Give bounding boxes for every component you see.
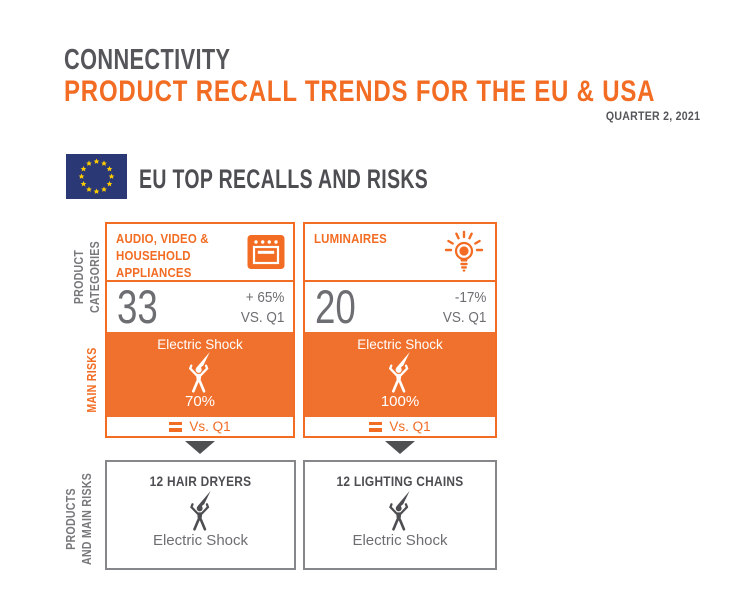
recall-change: -17% VS. Q1 — [442, 288, 486, 327]
main-risk-panel: Electric Shock 100% — [305, 332, 495, 417]
section-title: EU TOP RECALLS AND RISKS — [139, 164, 429, 194]
row-label-product-categories: PRODUCT CATEGORIES — [72, 240, 102, 314]
trend-label: Vs. Q1 — [189, 419, 231, 434]
product-name: 12 HAIR DRYERS — [149, 473, 252, 489]
equals-icon — [169, 421, 183, 432]
down-arrow-icon — [185, 441, 215, 454]
risk-trend: Vs. Q1 — [305, 417, 495, 436]
page-title: PRODUCT RECALL TRENDS FOR THE EU & USA — [64, 75, 656, 108]
main-risk-panel: Electric Shock 70% — [107, 332, 293, 417]
category-header: AUDIO, VIDEO & HOUSEHOLD APPLIANCES — [107, 224, 293, 282]
category-header: LUMINAIRES — [305, 224, 495, 282]
category-name: AUDIO, VIDEO & HOUSEHOLD APPLIANCES — [116, 231, 209, 280]
recall-count: 33 — [117, 280, 158, 333]
risk-label: Electric Shock — [357, 337, 443, 352]
oven-icon — [247, 234, 285, 270]
category-card-luminaires: LUMINAIRES 20 -17% VS. Q1 Electric Shock… — [303, 222, 497, 438]
change-value: -17% — [454, 289, 486, 306]
product-risk: Electric Shock — [352, 532, 448, 549]
risk-share: 100% — [380, 393, 420, 410]
eu-flag-icon — [66, 154, 127, 199]
row-label-main-risks: MAIN RISKS — [85, 347, 99, 413]
risk-trend: Vs. Q1 — [107, 417, 293, 436]
change-value: + 65% — [245, 289, 284, 306]
change-reference: VS. Q1 — [442, 308, 486, 326]
risk-share: 70% — [184, 393, 216, 410]
product-risk: Electric Shock — [152, 532, 249, 549]
electric-shock-icon — [383, 352, 417, 393]
electric-shock-icon — [183, 352, 217, 393]
product-card-hair-dryers: 12 HAIR DRYERS Electric Shock — [105, 460, 296, 570]
electric-shock-icon — [185, 491, 217, 531]
recall-change: + 65% VS. Q1 — [240, 288, 284, 327]
product-card-lighting-chains: 12 LIGHTING CHAINS Electric Shock — [303, 460, 497, 570]
recall-count-row: 33 + 65% VS. Q1 — [107, 282, 293, 332]
report-period: QUARTER 2, 2021 — [605, 109, 700, 123]
down-arrow-icon — [385, 441, 415, 454]
risk-label: Electric Shock — [157, 337, 243, 352]
trend-label: Vs. Q1 — [389, 419, 431, 434]
recall-count: 20 — [315, 280, 356, 333]
recall-count-row: 20 -17% VS. Q1 — [305, 282, 495, 332]
category-card-appliances: AUDIO, VIDEO & HOUSEHOLD APPLIANCES 33 +… — [105, 222, 295, 438]
category-name: LUMINAIRES — [314, 231, 387, 246]
kicker-title: CONNECTIVITY — [64, 44, 231, 76]
equals-icon — [369, 421, 383, 432]
change-reference: VS. Q1 — [240, 308, 284, 326]
row-label-products-and-main-risks: PRODUCTS AND MAIN RISKS — [64, 472, 94, 566]
lightbulb-icon — [441, 230, 487, 276]
electric-shock-icon — [384, 491, 416, 531]
product-name: 12 LIGHTING CHAINS — [336, 473, 464, 489]
